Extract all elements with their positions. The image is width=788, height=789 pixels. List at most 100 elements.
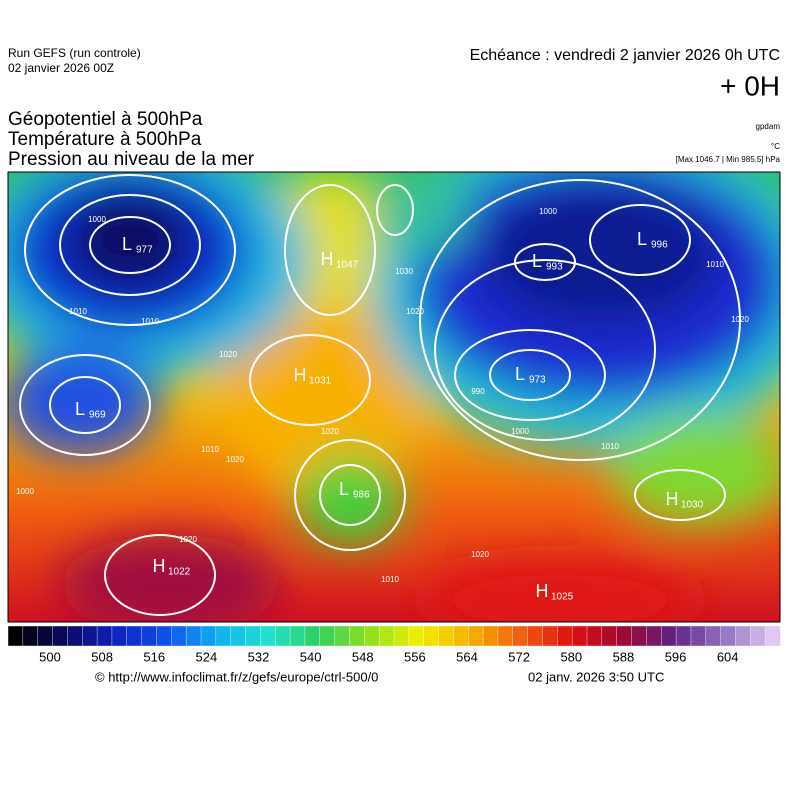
colorbar-label: 556 xyxy=(404,649,426,664)
contour-label: 1010 xyxy=(381,575,399,584)
contour-label: 1020 xyxy=(471,550,489,559)
colorbar-cell xyxy=(200,625,217,647)
source-url: © http://www.infoclimat.fr/z/gefs/europe… xyxy=(95,669,378,684)
center-value: 1031 xyxy=(309,376,332,387)
colorbar-cell xyxy=(156,625,173,647)
colorbar-cell xyxy=(215,625,232,647)
colorbar-cell xyxy=(675,625,692,647)
colorbar-cell xyxy=(230,625,247,647)
contour-label: 1020 xyxy=(226,455,244,464)
center-value: 1047 xyxy=(336,260,359,271)
colorbar-label: 532 xyxy=(248,649,270,664)
colorbar-cell xyxy=(141,625,158,647)
colorbar-cell xyxy=(438,625,455,647)
center-letter: H xyxy=(536,581,549,601)
title-line: Géopotentiel à 500hPa xyxy=(8,109,203,130)
center-value: 993 xyxy=(546,262,563,273)
colorbar-cell xyxy=(468,625,484,647)
colorbar-cell xyxy=(542,625,559,647)
colorbar-label: 564 xyxy=(456,649,478,664)
title-line: Pression au niveau de la mer xyxy=(8,149,255,170)
contour-label: 1030 xyxy=(395,267,413,276)
contour-label: 990 xyxy=(471,387,485,396)
contour-label: 1010 xyxy=(69,307,87,316)
colorbar-cell xyxy=(601,625,618,647)
colorbar-cell xyxy=(171,625,187,647)
colorbar-cell xyxy=(497,625,514,647)
colorbar-cell xyxy=(735,625,752,647)
colorbar-cell xyxy=(185,625,202,647)
colorbar-cell xyxy=(378,625,395,647)
colorbar-label: 572 xyxy=(508,649,530,664)
colorbar-cell xyxy=(82,625,98,647)
unit-label: gpdam xyxy=(756,122,781,131)
colorbar-label: 580 xyxy=(560,649,582,664)
contour-labels: 1000 1010 1020 1030 1010 1020 1000 1010 1020 1000… xyxy=(16,207,749,584)
center-value: 986 xyxy=(353,490,370,501)
center-letter: H xyxy=(153,556,166,576)
isobars xyxy=(19,174,741,616)
contour-label: 1020 xyxy=(731,315,749,324)
colorbar-label: 604 xyxy=(717,649,739,664)
colorbar-cell xyxy=(7,625,24,647)
colorbar: 500 508 516 524 532 540 548 556 564 572 580 588 596 6… xyxy=(7,625,781,664)
colorbar-label: 588 xyxy=(613,649,635,664)
center-letter: H xyxy=(294,365,307,385)
contour-label: 1020 xyxy=(321,427,339,436)
colorbar-cell xyxy=(705,625,722,647)
temperature-field xyxy=(8,172,780,622)
contour-label: 1020 xyxy=(179,535,197,544)
contour-label: 1000 xyxy=(16,487,34,496)
contour-label: 1020 xyxy=(219,350,237,359)
map-frame xyxy=(7,171,781,623)
colorbar-cell xyxy=(349,625,366,647)
colorbar-cell xyxy=(126,625,143,647)
colorbar-label: 516 xyxy=(143,649,165,664)
colorbar-cell xyxy=(22,625,39,647)
center-value: 1030 xyxy=(681,500,704,511)
colorbar-cell xyxy=(631,625,648,647)
colorbar-label: 500 xyxy=(39,649,61,664)
center-letter: H xyxy=(321,249,334,269)
colorbar-cell xyxy=(527,625,544,647)
center-letter: L xyxy=(515,364,525,384)
center-letter: L xyxy=(122,234,132,254)
colorbar-cell xyxy=(512,625,529,647)
colorbar-cell xyxy=(304,625,321,647)
colorbar-cell xyxy=(319,625,336,647)
colorbar-cell xyxy=(67,625,83,647)
title-line: Température à 500hPa xyxy=(8,129,202,150)
colorbar-cell xyxy=(96,625,113,647)
colorbar-cell xyxy=(245,625,262,647)
contour-label: 1000 xyxy=(511,427,529,436)
generated-time: 02 janv. 2026 3:50 UTC xyxy=(528,669,664,684)
colorbar-cell xyxy=(260,625,276,647)
colorbar-cell xyxy=(364,625,380,647)
colorbar-cell xyxy=(334,625,351,647)
colorbar-cell xyxy=(646,625,662,647)
colorbar-label: 548 xyxy=(352,649,374,664)
center-letter: H xyxy=(666,489,679,509)
colorbar-cell xyxy=(750,625,766,647)
lead-time: + 0H xyxy=(720,70,780,101)
center-letter: L xyxy=(532,251,542,271)
run-name: Run GEFS (run controle) xyxy=(8,46,141,60)
colorbar-cell xyxy=(586,625,603,647)
colorbar-cell xyxy=(571,625,588,647)
valid-time: Echéance : vendredi 2 janvier 2026 0h UT… xyxy=(470,47,780,64)
colorbar-cell xyxy=(37,625,54,647)
colorbar-label: 524 xyxy=(196,649,218,664)
center-value: 973 xyxy=(529,375,546,386)
center-letter: L xyxy=(339,479,349,499)
contour-label: 1020 xyxy=(406,307,424,316)
center-value: 977 xyxy=(136,245,153,256)
contour-label: 1010 xyxy=(141,317,159,326)
colorbar-cell xyxy=(616,625,633,647)
colorbar-label: 540 xyxy=(300,649,322,664)
map xyxy=(8,172,780,622)
colorbar-cell xyxy=(408,625,425,647)
colorbar-cell xyxy=(423,625,440,647)
colorbar-cell xyxy=(111,625,128,647)
colorbar-cell xyxy=(52,625,69,647)
